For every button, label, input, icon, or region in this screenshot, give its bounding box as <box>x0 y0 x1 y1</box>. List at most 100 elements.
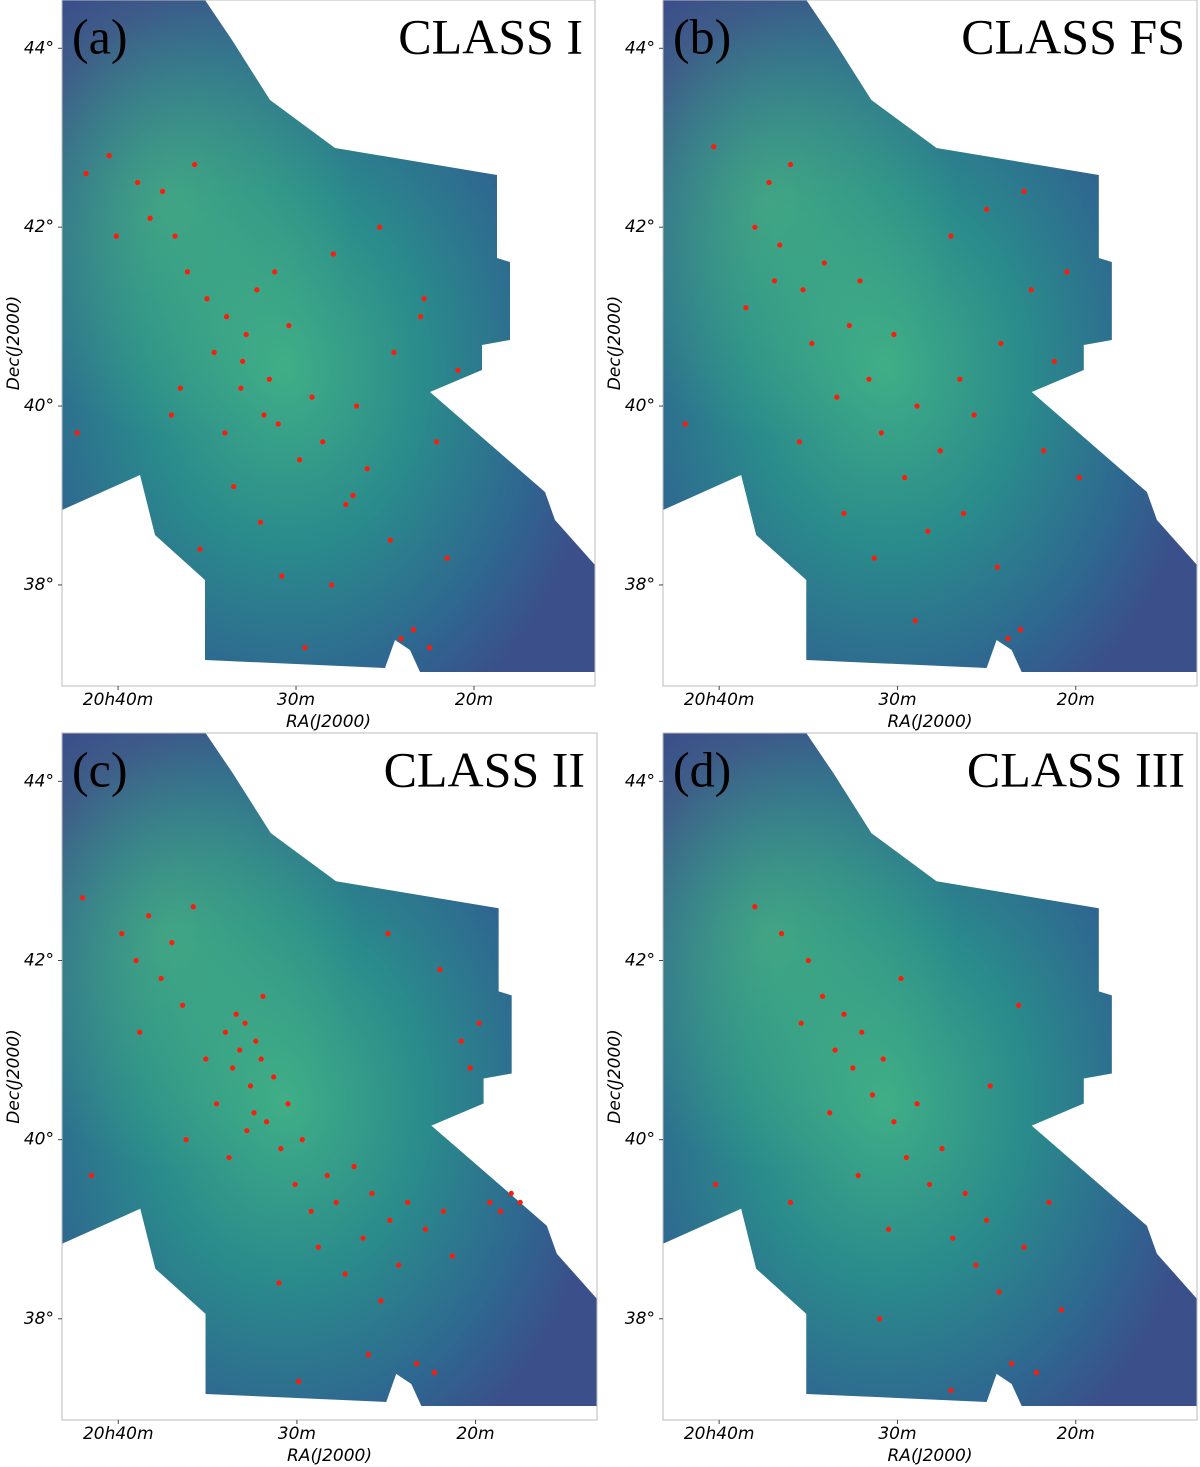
source-point <box>146 913 152 919</box>
source-point <box>272 269 278 275</box>
source-point <box>771 278 778 284</box>
y-axis-label: Dec(J2000) <box>4 1029 24 1123</box>
y-axis-label: Dec(J2000) <box>605 1029 625 1123</box>
source-point <box>778 931 785 937</box>
source-point <box>752 904 758 910</box>
y-tick-label: 42° <box>24 951 54 971</box>
sky-map-glow <box>62 0 595 672</box>
source-point <box>1058 1307 1065 1313</box>
source-point <box>387 1217 393 1223</box>
source-point <box>1051 358 1057 364</box>
y-tick-label: 40° <box>625 1130 655 1150</box>
source-point <box>878 430 885 436</box>
x-tick-label: 20m <box>456 1424 494 1444</box>
x-axis-label: RA(J2000) <box>287 1446 372 1466</box>
source-point <box>243 331 249 338</box>
axes-frame <box>61 0 596 687</box>
source-point <box>296 1378 302 1385</box>
x-tick-label: 20m <box>1057 1424 1095 1444</box>
y-tick-label: 42° <box>625 217 655 237</box>
source-point <box>329 582 335 588</box>
source-point <box>213 1101 220 1107</box>
source-point <box>204 296 210 302</box>
source-point <box>387 537 393 543</box>
source-point <box>834 394 840 400</box>
source-point <box>891 1119 897 1125</box>
source-point <box>497 1208 504 1214</box>
source-point <box>766 179 772 186</box>
source-point <box>222 1029 229 1035</box>
source-point <box>263 1119 270 1125</box>
source-point <box>119 931 125 937</box>
sky-map-glow <box>663 0 1197 672</box>
x-tick-label: 30m <box>278 1424 316 1444</box>
panel-title: CLASS FS <box>961 8 1185 64</box>
source-point <box>508 1190 514 1196</box>
source-point <box>912 618 918 624</box>
source-point <box>1005 635 1011 642</box>
source-point <box>971 412 977 418</box>
source-point <box>1064 269 1070 275</box>
y-axis-label: Dec(J2000) <box>4 296 24 390</box>
x-tick-label: 20h40m <box>83 690 154 710</box>
source-point <box>422 1226 429 1232</box>
y-tick-label: 44° <box>625 38 655 58</box>
source-point <box>455 367 461 373</box>
source-point <box>1016 1002 1022 1008</box>
source-point <box>832 1047 838 1053</box>
source-point <box>1033 1369 1040 1376</box>
source-point <box>172 233 178 239</box>
source-point <box>183 1137 189 1143</box>
source-point <box>1041 448 1047 454</box>
panel-label: (c) <box>72 741 128 797</box>
source-point <box>378 1298 384 1304</box>
source-point <box>950 1235 956 1241</box>
source-point <box>83 170 89 177</box>
source-point <box>258 1056 264 1062</box>
source-point <box>850 1065 856 1071</box>
source-point <box>1008 1360 1015 1367</box>
source-point <box>158 975 164 982</box>
source-point <box>237 1047 243 1053</box>
source-point <box>377 224 383 230</box>
source-point <box>440 1208 446 1214</box>
source-point <box>106 153 112 159</box>
source-point <box>254 287 260 293</box>
source-point <box>292 1181 298 1188</box>
source-point <box>987 1083 993 1089</box>
y-tick-label: 38° <box>625 1309 655 1329</box>
source-point <box>309 394 315 400</box>
source-point <box>257 519 264 525</box>
source-point <box>877 1316 883 1322</box>
source-point <box>871 555 877 561</box>
source-point <box>819 993 826 999</box>
source-point <box>365 1352 371 1358</box>
panel: 20h40m 30m 20m 38° 40° 42° 44° RA(J2000) Dec(J20… <box>4 0 596 732</box>
source-point <box>240 358 246 364</box>
source-point <box>1028 287 1034 293</box>
y-tick-label: 44° <box>625 771 655 791</box>
source-point <box>233 1011 239 1017</box>
source-point <box>914 1101 920 1107</box>
source-point <box>682 421 688 427</box>
y-tick-label: 40° <box>625 396 655 416</box>
source-point <box>434 439 440 445</box>
source-point <box>302 644 308 651</box>
source-point <box>275 421 281 427</box>
source-point <box>901 475 908 481</box>
source-point <box>222 430 228 436</box>
axes-frame <box>662 732 1198 1421</box>
source-point <box>137 1029 143 1035</box>
source-point <box>800 287 806 293</box>
source-point <box>285 1101 291 1107</box>
panel-label: (a) <box>72 8 128 64</box>
x-tick-label: 30m <box>878 1424 916 1444</box>
source-point <box>320 439 326 445</box>
axes-frame <box>662 0 1198 687</box>
source-point <box>231 483 237 490</box>
source-point <box>437 966 443 973</box>
y-tick-label: 42° <box>625 951 655 971</box>
x-tick-label: 20h40m <box>684 1424 755 1444</box>
source-point <box>855 1172 861 1179</box>
source-point <box>391 349 397 355</box>
